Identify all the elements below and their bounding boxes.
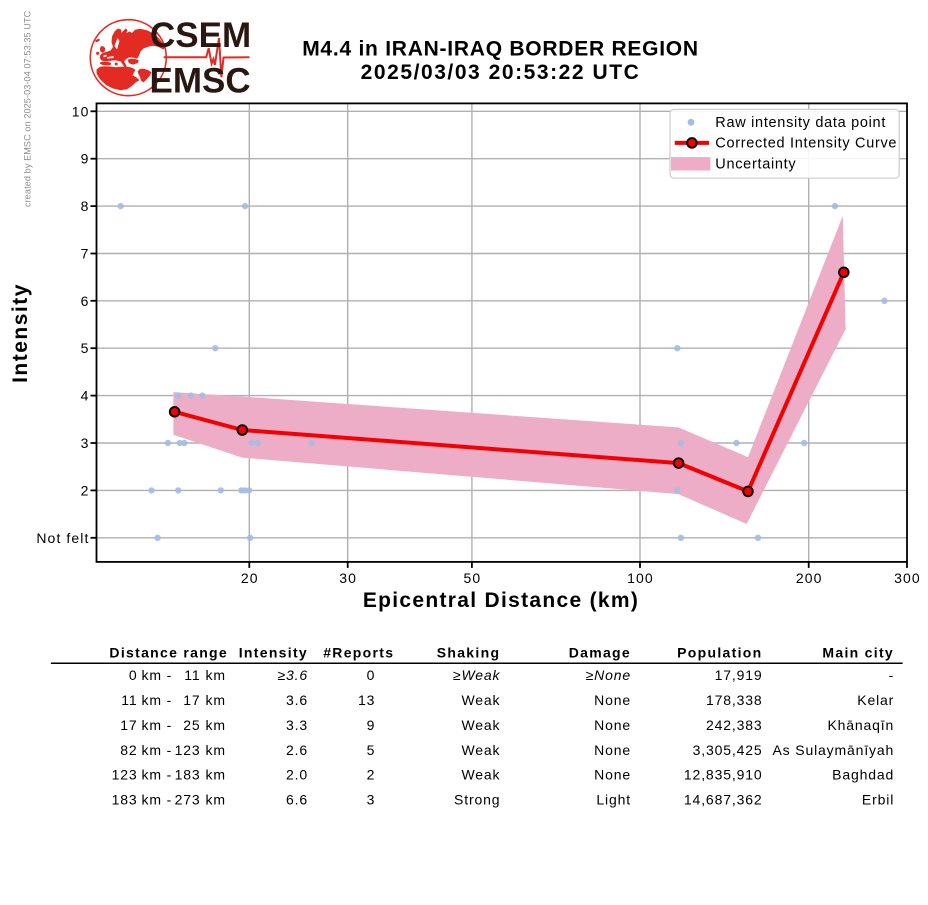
svg-text:17: 17 xyxy=(120,717,137,733)
svg-text:300: 300 xyxy=(894,570,921,586)
svg-text:M4.4 in IRAN-IRAQ BORDER REGIO: M4.4 in IRAN-IRAQ BORDER REGION xyxy=(302,38,699,61)
svg-text:Kelar: Kelar xyxy=(857,692,894,708)
svg-text:≥3.6: ≥3.6 xyxy=(277,667,308,683)
svg-text:Weak: Weak xyxy=(461,742,500,758)
svg-text:Strong: Strong xyxy=(454,792,500,808)
svg-text:Weak: Weak xyxy=(461,767,500,783)
svg-text:25: 25 xyxy=(183,717,200,733)
svg-text:km: km xyxy=(206,692,226,708)
svg-text:3,305,425: 3,305,425 xyxy=(693,742,763,758)
svg-text:#Reports: #Reports xyxy=(323,644,394,660)
svg-text:km: km xyxy=(206,792,226,808)
svg-text:9: 9 xyxy=(81,151,90,167)
svg-text:178,338: 178,338 xyxy=(706,692,763,708)
svg-text:km -: km - xyxy=(142,742,173,758)
svg-text:11: 11 xyxy=(184,667,200,683)
svg-text:Corrected Intensity Curve: Corrected Intensity Curve xyxy=(715,136,897,152)
svg-text:20: 20 xyxy=(241,570,259,586)
svg-text:Damage: Damage xyxy=(569,644,631,660)
svg-text:0: 0 xyxy=(367,667,376,683)
svg-text:123: 123 xyxy=(112,767,138,783)
svg-text:100: 100 xyxy=(627,570,654,586)
svg-text:None: None xyxy=(594,717,631,733)
svg-text:Uncertainty: Uncertainty xyxy=(715,156,796,172)
svg-text:None: None xyxy=(594,742,631,758)
svg-text:km -: km - xyxy=(142,792,173,808)
svg-text:3: 3 xyxy=(367,792,376,808)
svg-text:Main city: Main city xyxy=(822,644,894,660)
svg-text:0: 0 xyxy=(129,667,138,683)
svg-text:Distance range: Distance range xyxy=(109,644,228,660)
svg-text:7: 7 xyxy=(81,246,90,262)
svg-text:Not felt: Not felt xyxy=(36,530,89,546)
svg-text:17,919: 17,919 xyxy=(715,667,763,683)
svg-text:242,383: 242,383 xyxy=(706,717,763,733)
svg-text:3.6: 3.6 xyxy=(286,692,308,708)
svg-text:Shaking: Shaking xyxy=(437,644,501,660)
svg-text:km: km xyxy=(206,667,226,683)
svg-text:km: km xyxy=(206,767,226,783)
svg-text:Raw intensity data point: Raw intensity data point xyxy=(715,115,886,131)
svg-text:50: 50 xyxy=(464,570,482,586)
svg-text:3: 3 xyxy=(81,435,90,451)
svg-text:123: 123 xyxy=(175,742,201,758)
svg-text:2.0: 2.0 xyxy=(286,767,308,783)
svg-text:km -: km - xyxy=(142,667,173,683)
svg-text:None: None xyxy=(594,767,631,783)
svg-text:As Sulaymānīyah: As Sulaymānīyah xyxy=(772,742,894,758)
svg-text:Weak: Weak xyxy=(461,692,500,708)
svg-text:17: 17 xyxy=(183,692,200,708)
svg-text:82: 82 xyxy=(120,742,137,758)
svg-text:4: 4 xyxy=(81,388,90,404)
svg-text:created by EMSC on 2025-03-04: created by EMSC on 2025-03-04 07:53:35 U… xyxy=(23,10,33,207)
svg-text:200: 200 xyxy=(796,570,823,586)
svg-text:2025/03/03 20:53:22 UTC: 2025/03/03 20:53:22 UTC xyxy=(361,61,641,84)
svg-text:13: 13 xyxy=(358,692,375,708)
svg-text:30: 30 xyxy=(339,570,357,586)
svg-text:12,835,910: 12,835,910 xyxy=(684,767,763,783)
svg-text:km: km xyxy=(206,717,226,733)
svg-text:2: 2 xyxy=(367,767,376,783)
svg-text:5: 5 xyxy=(81,340,90,356)
svg-text:10: 10 xyxy=(72,103,90,119)
svg-text:14,687,362: 14,687,362 xyxy=(684,792,763,808)
svg-text:Khānaqīn: Khānaqīn xyxy=(827,717,894,733)
svg-text:Intensity: Intensity xyxy=(239,644,308,660)
svg-text:Weak: Weak xyxy=(461,717,500,733)
svg-text:5: 5 xyxy=(367,742,376,758)
svg-text:Intensity: Intensity xyxy=(9,283,32,383)
svg-text:km -: km - xyxy=(142,692,173,708)
svg-text:Light: Light xyxy=(596,792,631,808)
svg-text:6.6: 6.6 xyxy=(286,792,308,808)
svg-text:9: 9 xyxy=(367,717,376,733)
svg-text:EMSC: EMSC xyxy=(150,62,251,101)
svg-text:2: 2 xyxy=(81,482,90,498)
svg-text:183: 183 xyxy=(175,767,201,783)
svg-text:km -: km - xyxy=(142,767,173,783)
svg-text:8: 8 xyxy=(81,198,90,214)
svg-text:CSEM: CSEM xyxy=(150,16,251,55)
svg-text:Baghdad: Baghdad xyxy=(832,767,894,783)
svg-text:273: 273 xyxy=(175,792,201,808)
svg-text:Erbil: Erbil xyxy=(862,792,894,808)
svg-text:11: 11 xyxy=(121,692,137,708)
svg-text:-: - xyxy=(889,667,895,683)
svg-text:3.3: 3.3 xyxy=(286,717,308,733)
svg-text:≥Weak: ≥Weak xyxy=(453,667,501,683)
svg-text:Epicentral Distance (km): Epicentral Distance (km) xyxy=(363,589,639,612)
svg-text:None: None xyxy=(594,692,631,708)
svg-text:6: 6 xyxy=(81,293,90,309)
svg-text:≥None: ≥None xyxy=(586,667,631,683)
svg-text:183: 183 xyxy=(112,792,138,808)
svg-text:km: km xyxy=(206,742,226,758)
svg-text:2.6: 2.6 xyxy=(286,742,308,758)
svg-text:Population: Population xyxy=(677,644,762,660)
svg-text:km -: km - xyxy=(142,717,173,733)
